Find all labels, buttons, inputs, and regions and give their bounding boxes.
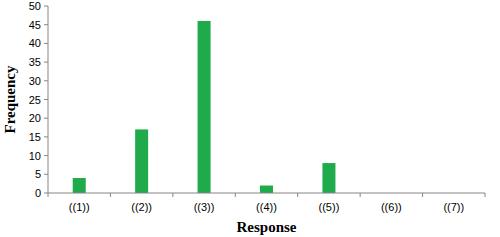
x-tick: [422, 193, 423, 197]
bar: [135, 129, 148, 193]
y-tick-label: 0: [35, 187, 41, 199]
y-axis: [48, 6, 49, 193]
y-tick: [44, 193, 48, 194]
x-tick-label: ((5)): [319, 201, 340, 213]
bar: [260, 186, 273, 193]
x-tick: [360, 193, 361, 197]
y-tick: [44, 6, 48, 7]
x-tick-label: ((7)): [443, 201, 464, 213]
x-axis-title: Response: [236, 219, 296, 235]
y-tick: [44, 80, 48, 81]
x-tick: [297, 193, 298, 197]
y-tick-label: 45: [29, 19, 41, 31]
y-tick-label: 30: [29, 75, 41, 87]
x-tick-label: ((3)): [194, 201, 215, 213]
y-axis-title: Frequency: [2, 65, 18, 134]
chart: 0 5 10 15 20 25 30 35 40 45 50 ((1)) ((2)) ((3)) ((4))…: [0, 0, 500, 237]
bar: [198, 21, 211, 193]
y-tick-label: 25: [29, 94, 41, 106]
y-tick: [44, 174, 48, 175]
y-tick-label: 5: [35, 168, 41, 180]
x-tick: [485, 193, 486, 197]
bar: [322, 163, 335, 193]
y-tick: [44, 118, 48, 119]
bar: [73, 178, 86, 193]
y-tick: [44, 62, 48, 63]
x-tick: [235, 193, 236, 197]
y-tick: [44, 43, 48, 44]
bars: [73, 21, 336, 193]
y-tick: [44, 136, 48, 137]
y-tick-label: 35: [29, 56, 41, 68]
x-tick: [172, 193, 173, 197]
y-tick-label: 50: [29, 0, 41, 12]
x-tick: [110, 193, 111, 197]
x-tick: [48, 193, 49, 197]
y-tick: [44, 155, 48, 156]
x-axis: [48, 193, 485, 194]
y-tick: [44, 24, 48, 25]
x-tick-label: ((1)): [69, 201, 90, 213]
y-tick-label: 40: [29, 37, 41, 49]
x-tick-label: ((2)): [131, 201, 152, 213]
x-tick-label: ((4)): [256, 201, 277, 213]
y-tick: [44, 99, 48, 100]
y-tick-label: 15: [29, 131, 41, 143]
y-tick-label: 20: [29, 112, 41, 124]
y-tick-label: 10: [29, 150, 41, 162]
x-tick-label: ((6)): [381, 201, 402, 213]
